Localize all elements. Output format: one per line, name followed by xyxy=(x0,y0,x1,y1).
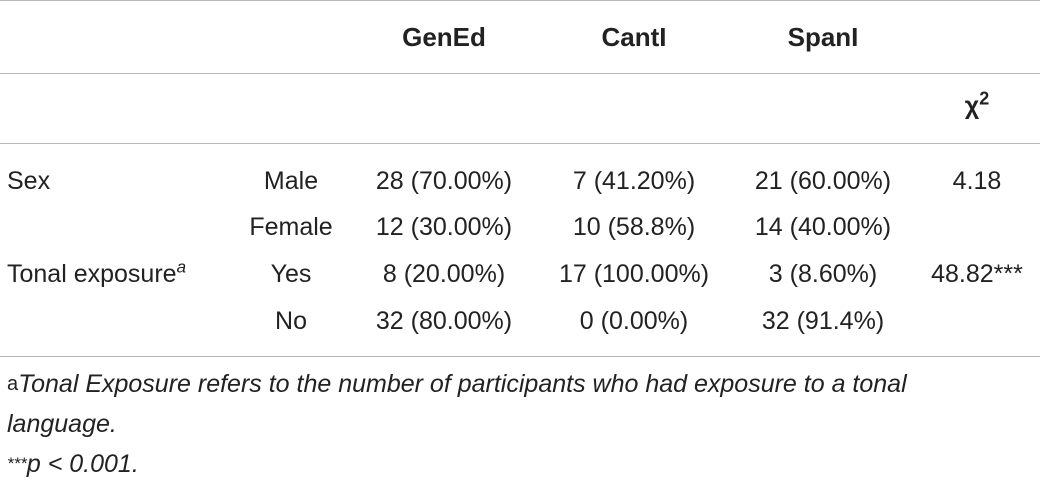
column-header-gened: GenEd xyxy=(402,22,486,52)
table-cell-gened: 32 (80.00%) xyxy=(375,307,513,335)
footnote-a: aTonal Exposure refers to the number of … xyxy=(7,368,907,400)
row-group-label: Tonal exposurea xyxy=(7,259,186,289)
table-top-rule xyxy=(0,0,1040,1)
row-level-label: No xyxy=(275,307,307,335)
subheader-divider-rule xyxy=(0,143,1040,144)
footnote-marker-a: a xyxy=(176,257,187,277)
table-cell-spanl: 32 (91.4%) xyxy=(761,307,885,335)
footnote-p-value: ***p < 0.001. xyxy=(7,448,139,480)
footnote-a-text-line1: Tonal Exposure refers to the number of p… xyxy=(18,370,907,398)
table-cell-spanl: 3 (8.60%) xyxy=(768,260,878,288)
chi-symbol: χ xyxy=(964,92,980,120)
header-divider-rule xyxy=(0,73,1040,74)
table-cell-cantl: 0 (0.00%) xyxy=(579,307,689,335)
chi-power: 2 xyxy=(979,88,990,109)
column-header-chi-square: χ2 xyxy=(964,88,990,121)
table-cell-cantl: 17 (100.00%) xyxy=(558,260,710,288)
table-bottom-rule xyxy=(0,356,1040,357)
footnote-p-marker: *** xyxy=(7,454,27,473)
footnote-p-text: p < 0.001. xyxy=(26,450,139,478)
table-cell-gened: 8 (20.00%) xyxy=(382,260,506,288)
table-cell-cantl: 7 (41.20%) xyxy=(572,167,696,195)
row-level-label: Male xyxy=(263,167,319,195)
table-cell-spanl: 14 (40.00%) xyxy=(754,213,892,241)
column-header-cantl: CantI xyxy=(601,22,667,52)
table-cell-spanl: 21 (60.00%) xyxy=(754,167,892,195)
table-cell-gened: 28 (70.00%) xyxy=(375,167,513,195)
column-header-spanl: SpanI xyxy=(787,22,859,52)
table-cell-cantl: 10 (58.8%) xyxy=(572,213,696,241)
row-level-label: Female xyxy=(249,213,333,241)
row-group-text: Tonal exposure xyxy=(7,260,177,288)
row-level-label: Yes xyxy=(270,260,312,288)
table-cell-chi: 4.18 xyxy=(952,167,1002,195)
table-cell-chi: 48.82*** xyxy=(931,260,1023,288)
row-group-label: Sex xyxy=(7,167,51,195)
table-cell-gened: 12 (30.00%) xyxy=(375,213,513,241)
footnote-a-continued: language. xyxy=(7,410,117,438)
footnote-a-marker: a xyxy=(7,373,19,395)
